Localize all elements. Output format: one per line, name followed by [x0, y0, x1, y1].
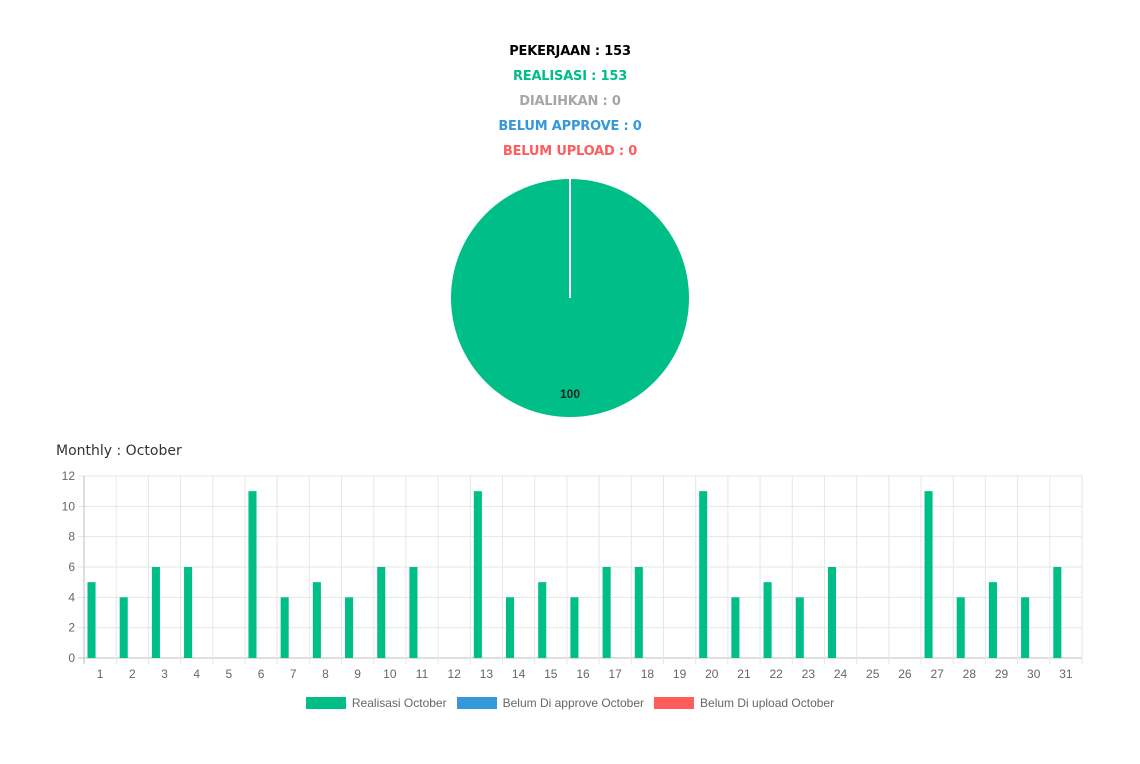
x-tick-label: 16 [576, 667, 590, 681]
pie-chart[interactable]: 100 [440, 170, 700, 430]
bar-realisasi-october-10[interactable] [377, 567, 386, 658]
bar-realisasi-october-29[interactable] [988, 582, 997, 658]
x-tick-label: 25 [866, 667, 880, 681]
x-tick-label: 7 [290, 667, 297, 681]
x-tick-label: 4 [193, 667, 200, 681]
x-tick-label: 21 [737, 667, 751, 681]
y-tick-label: 4 [68, 590, 75, 604]
bar-realisasi-october-4[interactable] [184, 567, 193, 658]
summary-dialihkan: DIALIHKAN : 0 [519, 94, 621, 109]
x-tick-label: 31 [1059, 667, 1073, 681]
bar-realisasi-october-28[interactable] [956, 597, 965, 658]
bar-realisasi-october-15[interactable] [538, 582, 547, 658]
bar-realisasi-october-17[interactable] [602, 567, 611, 658]
y-tick-label: 6 [68, 560, 75, 574]
bar-chart-legend: Realisasi October Belum Di approve Octobe… [0, 696, 1140, 710]
x-tick-label: 3 [161, 667, 168, 681]
legend-swatch [456, 697, 497, 709]
summary-belum-approve: BELUM APPROVE : 0 [498, 119, 642, 134]
x-tick-label: 11 [416, 667, 429, 681]
bar-realisasi-october-13[interactable] [473, 491, 482, 658]
bar-realisasi-october-21[interactable] [731, 597, 740, 658]
y-tick-label: 2 [68, 621, 75, 635]
summary-belum-upload: BELUM UPLOAD : 0 [502, 144, 638, 159]
bar-realisasi-october-9[interactable] [345, 597, 354, 658]
pie-data-label: 100 [560, 387, 580, 401]
x-tick-label: 5 [226, 667, 233, 681]
x-tick-label: 15 [544, 667, 558, 681]
x-tick-label: 6 [258, 667, 265, 681]
x-tick-label: 2 [129, 667, 136, 681]
bar-realisasi-october-11[interactable] [409, 567, 418, 658]
x-tick-label: 17 [609, 667, 623, 681]
legend-item-belum-di-upload-october[interactable]: Belum Di upload October [654, 696, 834, 710]
bar-realisasi-october-22[interactable] [763, 582, 772, 658]
legend-swatch [305, 697, 346, 709]
bar-realisasi-october-1[interactable] [87, 582, 96, 658]
bar-realisasi-october-8[interactable] [312, 582, 321, 658]
x-tick-label: 24 [834, 667, 848, 681]
x-tick-label: 30 [1027, 667, 1041, 681]
bar-realisasi-october-14[interactable] [505, 597, 515, 658]
monthly-title: Monthly : October [56, 443, 182, 459]
x-tick-label: 12 [448, 667, 462, 681]
bar-realisasi-october-3[interactable] [151, 567, 160, 658]
bar-realisasi-october-30[interactable] [1021, 597, 1030, 658]
bar-realisasi-october-2[interactable] [119, 597, 128, 658]
x-tick-label: 29 [995, 667, 1009, 681]
pie-chart-canvas: 100 [451, 179, 689, 417]
x-tick-label: 14 [512, 667, 526, 681]
summary-panel: PEKERJAAN : 153 REALISASI : 153 DIALIHKA… [0, 42, 1140, 167]
bar-realisasi-october-6[interactable] [248, 491, 257, 658]
legend-item-belum-di-approve-october[interactable]: Belum Di approve October [456, 696, 645, 710]
y-tick-label: 0 [68, 651, 75, 665]
bar-realisasi-october-23[interactable] [795, 597, 804, 658]
x-tick-label: 23 [802, 667, 816, 681]
legend-label: Belum Di upload October [700, 696, 835, 710]
summary-realisasi: REALISASI : 153 [512, 69, 628, 84]
x-tick-label: 9 [354, 667, 361, 681]
bar-realisasi-october-24[interactable] [827, 567, 836, 658]
bar-chart[interactable]: 0 2 4 6 8 10 12 1 2 3 4 5 6 7 8 9 10 11 12 13 14 15 16 17 18 19 20… [40, 462, 1100, 692]
x-tick-label: 27 [930, 667, 944, 681]
y-tick-label: 12 [62, 469, 76, 483]
y-tick-label: 10 [62, 499, 76, 513]
x-tick-label: 1 [97, 667, 104, 681]
legend-item-realisasi-october[interactable]: Realisasi October [305, 696, 447, 710]
x-tick-label: 18 [641, 667, 655, 681]
x-tick-label: 13 [480, 667, 494, 681]
x-tick-label: 22 [769, 667, 783, 681]
bar-realisasi-october-20[interactable] [699, 491, 708, 658]
bar-realisasi-october-7[interactable] [280, 597, 289, 658]
bar-realisasi-october-18[interactable] [634, 567, 643, 658]
y-tick-label: 8 [68, 530, 75, 544]
bar-realisasi-october-31[interactable] [1053, 567, 1062, 658]
x-tick-label: 8 [322, 667, 329, 681]
bar-realisasi-october-16[interactable] [570, 597, 579, 658]
summary-pekerjaan: PEKERJAAN : 153 [509, 44, 631, 59]
bar-realisasi-october-27[interactable] [924, 491, 933, 658]
x-tick-label: 20 [705, 667, 719, 681]
x-tick-label: 10 [383, 667, 397, 681]
x-tick-label: 28 [963, 667, 977, 681]
legend-label: Realisasi October [351, 696, 447, 710]
legend-label: Belum Di approve October [502, 696, 645, 710]
x-tick-label: 26 [898, 667, 912, 681]
x-tick-label: 19 [673, 667, 687, 681]
legend-swatch [654, 697, 695, 709]
